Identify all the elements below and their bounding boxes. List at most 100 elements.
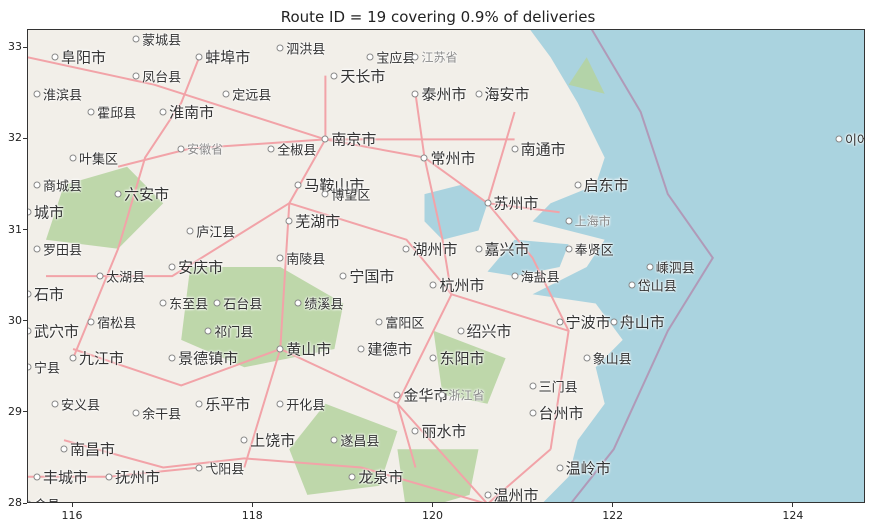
place-label: 南陵县 [286,252,326,268]
place-label: 叶集区 [79,152,119,168]
forest-area [433,330,506,404]
city-marker [28,208,32,216]
city-marker [411,53,419,61]
place-label: 岱山县 [637,279,677,295]
x-tick-label: 116 [61,509,83,522]
city-marker [87,108,95,116]
place-label: 黄山市 [286,340,332,359]
y-tick-label: 30 [8,313,22,327]
city-marker [475,245,483,253]
place-label: 宝应县 [376,51,416,67]
hangzhou-bay [487,239,569,277]
city-marker [51,53,59,61]
road [243,75,327,468]
road [486,111,570,450]
map-plot-area[interactable]: 蒙城县 泗洪县 阜阳市 蚌埠市 宝应县 江苏省 凤台县 天长市 淮滨县 泰州市 定远县 海安市 霍邱县 淮… [27,29,865,503]
city-marker [159,299,167,307]
y-tick-mark [23,229,27,231]
place-label: 南通市 [520,140,566,158]
city-marker [60,445,68,453]
place-label: 宁国市 [349,267,395,286]
x-tick-mark [612,503,614,507]
city-marker [348,473,356,481]
place-label: 海安市 [484,85,530,104]
place-label: 九江市 [79,349,125,368]
x-tick-mark [71,503,73,507]
forest-area [397,449,479,502]
city-marker [429,281,437,289]
city-marker [583,354,591,362]
place-label: 이어 [844,133,864,149]
place-label: 庐江县 [196,225,236,241]
place-label: 浙江省 [448,388,485,403]
city-marker [339,272,347,280]
city-marker [529,409,537,417]
city-marker [177,145,185,152]
x-tick-label: 118 [241,509,263,522]
y-tick-mark [23,137,27,139]
city-marker [294,181,302,189]
place-label: 石市 [34,285,65,304]
place-label: 建德市 [367,340,413,359]
place-label: 台州市 [538,404,584,423]
place-label: 龙泉市 [358,468,404,487]
city-marker [556,318,564,326]
place-label: 阜阳市 [61,48,107,67]
forest-area [289,403,398,495]
place-label: 景德镇市 [178,349,239,368]
place-label: 东阳市 [439,349,485,368]
city-marker [168,354,176,362]
forest-area [568,57,605,94]
place-label: 奉贤区 [574,243,614,259]
place-label: 弋阳县 [205,462,245,478]
place-label: 金县 [34,495,60,503]
city-marker [330,72,338,80]
place-label: 泰州市 [421,85,467,104]
city-marker [529,382,537,389]
road [396,93,453,468]
city-marker [132,409,140,417]
city-marker [195,53,203,61]
place-label: 城市 [34,203,65,222]
city-marker [835,135,843,143]
city-marker [285,217,293,225]
place-label: 霍邱县 [97,106,137,122]
road [46,202,569,332]
place-label: 湖州市 [412,240,458,259]
place-label: 宁波市 [565,313,611,332]
place-label: 苏州市 [493,194,539,213]
city-marker [366,53,374,61]
place-label: 淮南市 [169,103,215,122]
place-label: 安庆市 [178,258,224,277]
place-label: 富阳区 [385,316,425,332]
city-marker [357,345,365,353]
city-marker [574,181,582,189]
place-label: 三门县 [538,380,578,395]
place-label: 江苏省 [421,50,458,65]
place-label: 泗洪县 [286,42,326,58]
place-label: 天长市 [340,67,386,86]
city-marker [276,44,284,52]
place-label: 定远县 [232,88,272,104]
place-label: 芜湖市 [295,212,341,231]
city-marker [276,345,284,353]
y-tick-mark [23,411,27,413]
place-label: 象山县 [592,352,632,368]
place-label: 温岭市 [565,459,611,478]
city-marker [195,400,203,408]
city-marker [429,354,437,362]
city-marker [69,154,77,162]
city-marker [556,464,564,472]
city-marker [411,427,419,435]
city-marker [28,290,32,298]
road [117,138,515,168]
city-marker [132,35,140,43]
place-label: 启东市 [583,176,629,195]
place-label: 淮滨县 [43,88,83,104]
place-label: 博望区 [331,188,371,204]
place-label: 嘉兴市 [484,240,530,259]
y-tick-label: 32 [8,131,22,145]
city-marker [267,145,275,152]
y-tick-label: 31 [8,222,22,236]
city-marker [168,263,176,271]
